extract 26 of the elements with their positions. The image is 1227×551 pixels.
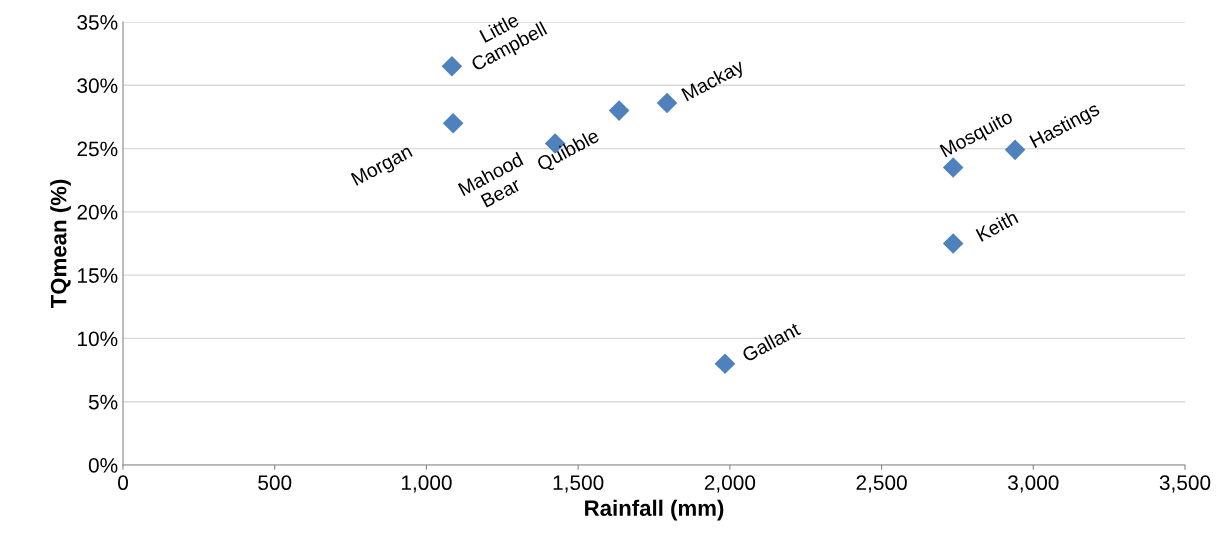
y-tick-label: 35%: [77, 15, 118, 30]
x-tick-label: 2,000: [704, 475, 756, 493]
y-tick-label: 20%: [77, 204, 118, 220]
y-tick-label: 0%: [88, 458, 118, 473]
point: [942, 157, 964, 178]
point: [608, 100, 630, 121]
point: [942, 233, 964, 254]
annotation: Keith: [975, 209, 1019, 242]
x-tick-label: 3,000: [1008, 475, 1059, 493]
y-tick-label: 5%: [88, 394, 118, 410]
y-tick-label: 15%: [78, 268, 118, 283]
x-tick-label: 1,000: [401, 475, 452, 493]
x-axis-title: Rainfall (mm): [585, 499, 724, 521]
x-tick-label: 1,500: [553, 475, 604, 493]
x-tick-label: 3,500: [1159, 475, 1211, 493]
y-tick-label: 25%: [77, 141, 118, 157]
x-tick-label: 0: [118, 475, 128, 491]
y-tick-label: 30%: [77, 78, 118, 94]
point: [656, 92, 678, 114]
point: [714, 353, 736, 375]
point: [441, 56, 463, 77]
point: [442, 112, 464, 134]
x-tick-label: 500: [258, 475, 292, 491]
y-axis-title: TQmean (%): [50, 179, 71, 309]
x-tick-label: 2,500: [856, 475, 907, 493]
y-tick-label: 10%: [78, 331, 118, 347]
